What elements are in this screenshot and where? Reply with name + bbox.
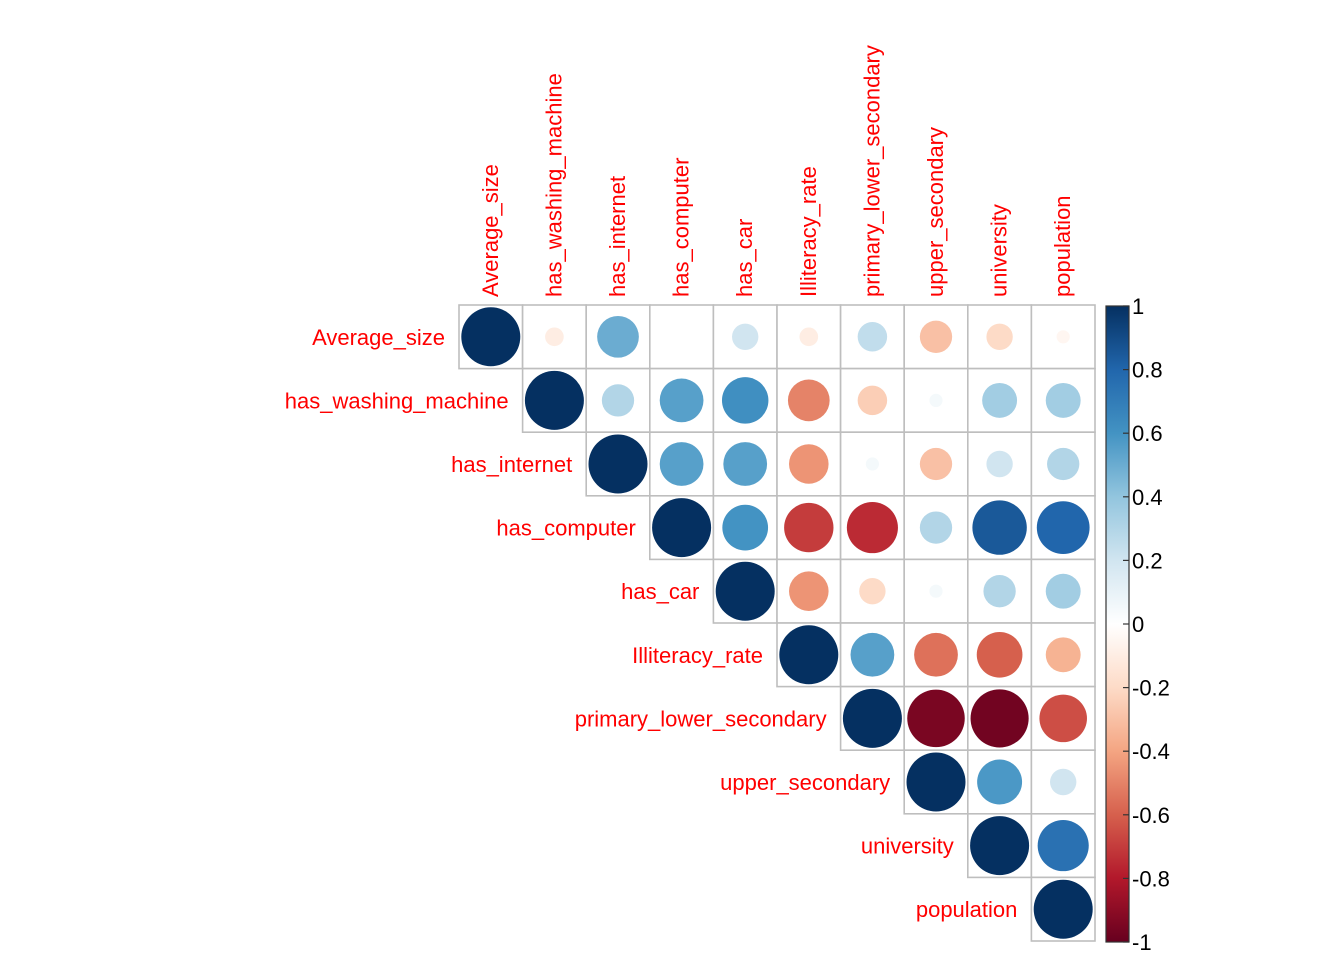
correlation-circle-has_internet-upper_secondary <box>919 447 953 481</box>
correlation-circle-has_computer-Illiteracy_rate <box>784 502 834 553</box>
colorbar: 1 0.8 0.6 0.4 0.2 0 -0.2 -0.4 -0.6 -0.8 -1 <box>1105 294 1170 955</box>
correlation-circle-has_computer-has_computer <box>652 498 712 558</box>
correlation-circle-primary_lower_secondary-population <box>1039 694 1087 743</box>
correlation-circle-has_car-primary_lower_secondary <box>859 578 886 605</box>
row-label-has_computer: has_computer <box>496 516 635 541</box>
correlation-circle-primary_lower_secondary-university <box>970 689 1029 748</box>
row-label-upper_secondary: upper_secondary <box>720 770 890 795</box>
correlation-circle-has_car-upper_secondary <box>929 584 943 598</box>
column-label-has_car: has_car <box>732 219 757 297</box>
correlation-circle-Average_size-upper_secondary <box>919 320 953 353</box>
correlation-circle-has_internet-university <box>986 450 1013 478</box>
correlation-circle-Average_size-has_car <box>732 323 759 350</box>
correlation-circle-upper_secondary-university <box>977 759 1023 805</box>
correlation-circle-has_car-has_car <box>715 561 775 621</box>
correlation-circle-upper_secondary-population <box>1050 768 1077 796</box>
row-label-primary_lower_secondary: primary_lower_secondary <box>575 706 827 731</box>
correlation-circle-has_computer-population <box>1036 501 1090 554</box>
column-label-population: population <box>1050 195 1075 297</box>
column-label-Average_size: Average_size <box>478 164 503 297</box>
correlation-circle-has_washing_machine-has_washing_machine <box>524 370 584 430</box>
correlation-circle-has_washing_machine-has_computer <box>659 378 704 423</box>
correlation-circle-has_washing_machine-has_internet <box>601 384 635 417</box>
colorbar-tick-label: 1 <box>1132 294 1144 319</box>
colorbar-tick-label: -0.2 <box>1132 676 1170 701</box>
colorbar-gradient-bar <box>1106 306 1129 942</box>
colorbar-tick-label: 0.6 <box>1132 421 1163 446</box>
correlation-circle-university-population <box>1037 820 1089 872</box>
correlation-circle-has_car-population <box>1045 573 1081 609</box>
correlation-circle-has_washing_machine-has_car <box>721 377 769 424</box>
grid-cell <box>648 304 715 370</box>
row-label-has_car: has_car <box>621 579 699 604</box>
correlation-circle-Average_size-Average_size <box>461 307 521 367</box>
correlation-circle-has_internet-has_car <box>723 442 768 486</box>
correlation-circle-Illiteracy_rate-Illiteracy_rate <box>779 625 839 685</box>
correlation-circle-Average_size-has_internet <box>597 315 639 358</box>
correlation-circle-has_washing_machine-population <box>1045 382 1081 418</box>
correlation-circle-has_internet-Illiteracy_rate <box>789 444 829 484</box>
correlation-circle-has_internet-has_computer <box>659 442 704 486</box>
correlation-circle-has_car-Illiteracy_rate <box>789 571 829 611</box>
correlation-circle-primary_lower_secondary-primary_lower_secondary <box>842 688 902 748</box>
column-label-upper_secondary: upper_secondary <box>923 127 948 297</box>
colorbar-tick-label: 0.4 <box>1132 485 1163 510</box>
correlation-circle-Average_size-Illiteracy_rate <box>799 327 819 347</box>
correlation-circle-Average_size-has_washing_machine <box>545 327 564 347</box>
correlation-circle-Average_size-university <box>986 323 1013 350</box>
correlation-circle-has_internet-has_internet <box>588 434 648 494</box>
correlation-circle-has_computer-upper_secondary <box>919 511 953 544</box>
row-label-has_washing_machine: has_washing_machine <box>285 388 509 413</box>
colorbar-tick-label: -0.8 <box>1132 866 1170 891</box>
correlation-circle-has_washing_machine-primary_lower_secondary <box>857 385 888 416</box>
circles-layer <box>461 307 1093 939</box>
row-labels: Average_size has_washing_machine has_inter… <box>285 325 1018 922</box>
correlation-circle-has_computer-university <box>972 500 1027 555</box>
row-label-population: population <box>916 897 1018 922</box>
colorbar-tick-label: 0.8 <box>1132 358 1163 383</box>
correlation-circle-primary_lower_secondary-upper_secondary <box>907 689 965 748</box>
colorbar-tick-label: 0 <box>1132 612 1144 637</box>
correlation-circle-has_washing_machine-university <box>982 382 1018 418</box>
colorbar-tick-label: -0.4 <box>1132 739 1170 764</box>
correlation-circle-has_washing_machine-upper_secondary <box>929 393 943 407</box>
correlation-circle-Average_size-population <box>1056 330 1070 344</box>
correlation-circle-university-university <box>970 816 1030 876</box>
column-labels: Average_size has_washing_machine has_inter… <box>478 45 1075 297</box>
column-label-has_internet: has_internet <box>605 176 630 297</box>
correlation-circle-upper_secondary-upper_secondary <box>906 752 966 812</box>
colorbar-tick-label: -0.6 <box>1132 803 1170 828</box>
column-label-primary_lower_secondary: primary_lower_secondary <box>859 45 884 297</box>
correlation-circle-has_car-university <box>983 575 1016 608</box>
row-label-has_internet: has_internet <box>451 452 572 477</box>
column-label-Illiteracy_rate: Illiteracy_rate <box>796 166 821 297</box>
correlation-circle-Illiteracy_rate-primary_lower_secondary <box>850 632 895 677</box>
correlation-circle-has_computer-primary_lower_secondary <box>846 502 898 554</box>
column-label-has_computer: has_computer <box>669 158 694 297</box>
column-label-has_washing_machine: has_washing_machine <box>541 73 566 297</box>
correlation-circle-population-population <box>1033 879 1093 939</box>
correlation-circle-has_washing_machine-Illiteracy_rate <box>787 379 830 422</box>
colorbar-tick-label: 0.2 <box>1132 548 1163 573</box>
colorbar-tick-label: -1 <box>1132 930 1152 955</box>
row-label-Average_size: Average_size <box>312 325 445 350</box>
row-label-Illiteracy_rate: Illiteracy_rate <box>632 643 763 668</box>
correlation-circle-Average_size-primary_lower_secondary <box>857 322 888 352</box>
column-label-university: university <box>987 204 1012 297</box>
row-label-university: university <box>861 834 954 859</box>
correlation-circle-Illiteracy_rate-university <box>976 631 1023 678</box>
correlation-circle-Illiteracy_rate-upper_secondary <box>914 632 958 677</box>
correlation-circle-has_internet-population <box>1047 447 1080 481</box>
grid-cell <box>903 304 969 370</box>
correlation-circle-has_internet-primary_lower_secondary <box>865 457 879 471</box>
correlation-circle-has_computer-has_car <box>722 504 769 551</box>
correlation-circle-Illiteracy_rate-population <box>1045 637 1081 673</box>
